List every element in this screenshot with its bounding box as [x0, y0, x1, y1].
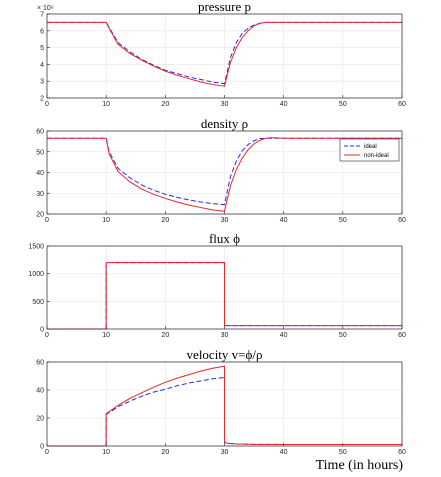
pressure-x-tick-label: 20: [161, 101, 169, 108]
pressure-x-tick-label: 0: [45, 101, 49, 108]
pressure-title: pressure p: [198, 0, 251, 14]
x-axis-label: Time (in hours): [316, 458, 404, 473]
velocity-x-tick-label: 0: [45, 449, 49, 456]
density-x-tick-label: 30: [221, 217, 229, 224]
density-y-tick-label: 40: [36, 170, 44, 177]
density-y-tick-label: 20: [36, 212, 44, 219]
velocity-x-tick-label: 60: [398, 449, 406, 456]
flux-x-tick-label: 20: [161, 332, 169, 339]
flux-panel: 0 10 20 30 40 50 60 0 500 1000 1500 flux ϕ: [28, 231, 406, 339]
pressure-y-tick-label: 3: [40, 79, 44, 86]
flux-title: flux ϕ: [209, 231, 240, 246]
density-series-non-ideal-line: [47, 137, 402, 212]
pressure-y-tick-label: 5: [40, 45, 44, 52]
pressure-x-tick-label: 30: [221, 101, 229, 108]
density-x-tick-label: 40: [280, 217, 288, 224]
legend-ideal-label: ideal: [364, 144, 377, 150]
density-x-tick-label: 20: [161, 217, 169, 224]
velocity-y-tick-label: 20: [36, 416, 44, 423]
pressure-y-tick-label: 4: [40, 62, 44, 69]
density-y-tick-label: 30: [36, 191, 44, 198]
pressure-y-tick-label: 7: [40, 12, 44, 19]
velocity-x-tick-label: 30: [221, 449, 229, 456]
pressure-exponent-label: × 10⁶: [37, 5, 54, 12]
pressure-y-tick-label: 2: [40, 96, 44, 103]
density-x-tick-label: 50: [339, 217, 347, 224]
density-x-tick-label: 0: [45, 217, 49, 224]
density-x-tick-label: 10: [102, 217, 110, 224]
density-y-tick-label: 60: [36, 129, 44, 136]
pressure-x-tick-label: 10: [102, 101, 110, 108]
velocity-x-tick-label: 20: [161, 449, 169, 456]
flux-y-tick-label: 0: [40, 327, 44, 334]
flux-y-tick-label: 500: [32, 299, 44, 306]
velocity-y-tick-label: 0: [40, 444, 44, 451]
flux-x-tick-label: 0: [45, 332, 49, 339]
density-title: density ρ: [201, 116, 248, 131]
velocity-panel: 0 10 20 30 40 50 60 0 20 40 60 velocity v=ϕ/ρ: [36, 347, 406, 456]
flux-x-tick-label: 50: [339, 332, 347, 339]
velocity-series-non-ideal-line: [47, 365, 402, 447]
flux-x-tick-label: 60: [398, 332, 406, 339]
flux-x-tick-label: 40: [280, 332, 288, 339]
velocity-title: velocity v=ϕ/ρ: [187, 347, 263, 362]
legend: ideal non-ideal: [339, 138, 400, 162]
flux-x-tick-label: 10: [102, 332, 110, 339]
pressure-x-tick-label: 50: [339, 101, 347, 108]
flux-y-tick-label: 1000: [28, 271, 44, 278]
flux-y-tick-label: 1500: [28, 244, 44, 251]
velocity-y-tick-label: 40: [36, 388, 44, 395]
flux-series-non-ideal-line: [47, 262, 402, 330]
velocity-x-tick-label: 50: [339, 449, 347, 456]
velocity-y-tick-label: 60: [36, 360, 44, 367]
pressure-y-tick-label: 6: [40, 28, 44, 35]
velocity-x-tick-label: 10: [102, 449, 110, 456]
velocity-x-tick-label: 40: [280, 449, 288, 456]
density-y-tick-label: 50: [36, 149, 44, 156]
flux-x-tick-label: 30: [221, 332, 229, 339]
pressure-x-tick-label: 40: [280, 101, 288, 108]
density-panel: 0 10 20 30 40 50 60 20 30 40 50 60 density ρ ideal non…: [36, 116, 406, 224]
legend-non-ideal-label: non-ideal: [364, 153, 389, 159]
density-x-tick-label: 60: [398, 217, 406, 224]
pressure-x-tick-label: 60: [398, 101, 406, 108]
pressure-series-non-ideal-line: [47, 21, 402, 87]
pressure-panel: 0 10 20 30 40 50 60 2 3 4 5 6 7 pressure p × 10⁶: [37, 0, 406, 108]
